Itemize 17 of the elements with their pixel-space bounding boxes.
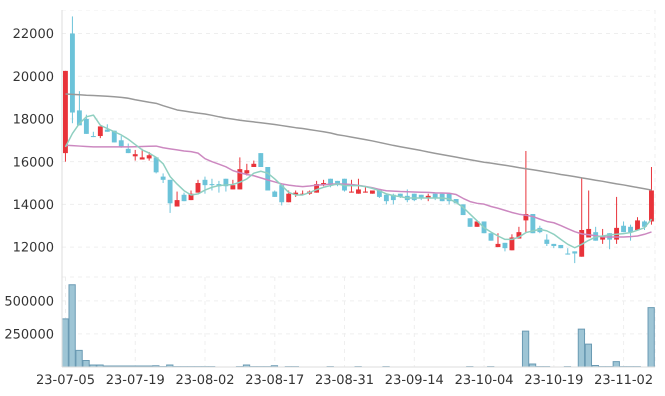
x-tick-label: 23-11-02 — [594, 373, 654, 388]
x-tick-label: 23-08-02 — [176, 373, 235, 388]
x-tick-label: 23-08-31 — [315, 373, 374, 388]
y-tick-label: 16000 — [12, 155, 54, 170]
y-tick-label: 250000 — [4, 328, 54, 343]
y-tick-label: 14000 — [12, 198, 54, 213]
x-tick-label: 23-10-04 — [454, 373, 514, 388]
y-tick-label: 22000 — [12, 27, 54, 42]
y-tick-label: 12000 — [12, 240, 54, 256]
x-tick-label: 23-09-14 — [384, 373, 444, 388]
x-tick-label: 23-07-05 — [36, 373, 95, 388]
x-tick-label: 23-10-19 — [524, 373, 584, 388]
y-tick-label: 20000 — [12, 70, 54, 85]
x-tick-label: 23-08-17 — [245, 373, 304, 388]
y-tick-label: 500000 — [4, 294, 54, 310]
x-tick-label: 23-07-19 — [106, 373, 165, 388]
y-tick-label: 18000 — [12, 112, 54, 128]
